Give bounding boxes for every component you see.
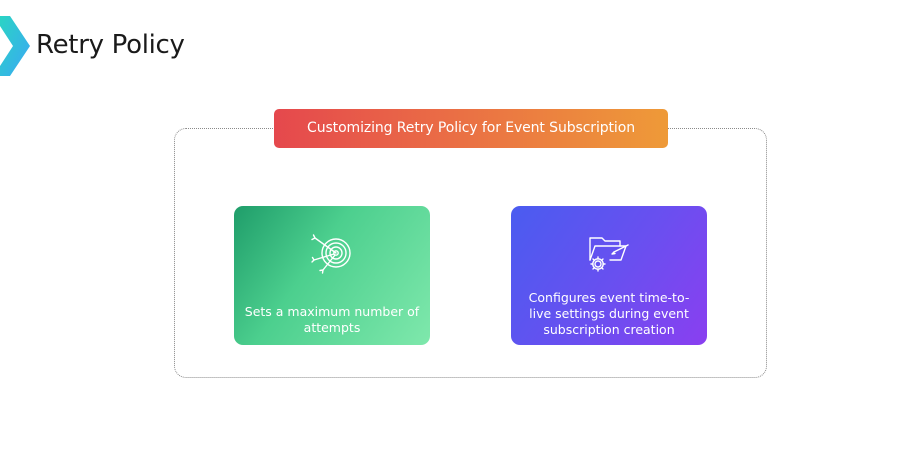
card-ttl-settings: Configures event time-to-live settings d… — [511, 206, 707, 345]
target-with-arrows-icon — [311, 234, 351, 274]
folder-settings-icon — [589, 237, 629, 272]
card-text: Configures event time-to-live settings d… — [528, 290, 690, 337]
chevron-logo-icon — [0, 16, 30, 76]
card-max-attempts: Sets a maximum number of attempts — [234, 206, 430, 345]
card-text: Sets a maximum number of attempts — [244, 304, 420, 335]
section-banner: Customizing Retry Policy for Event Subsc… — [274, 109, 668, 148]
page-title: Retry Policy — [36, 30, 185, 60]
